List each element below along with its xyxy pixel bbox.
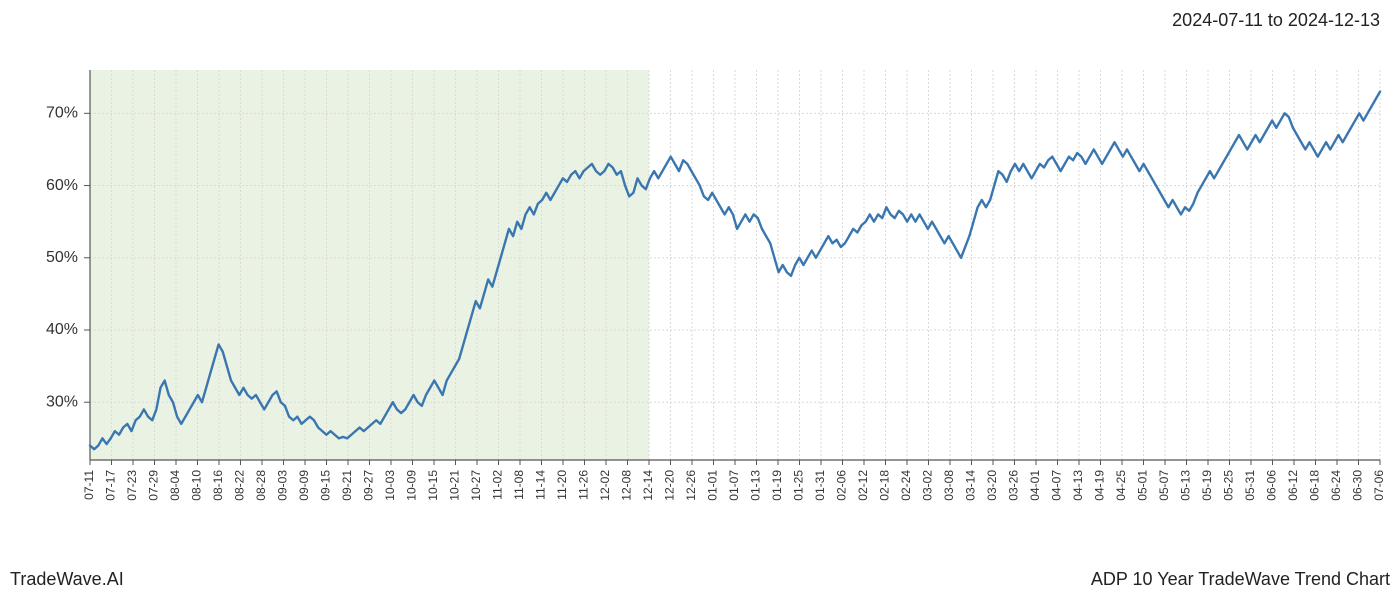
x-tick-label: 09-09 <box>297 470 311 501</box>
x-tick-label: 09-27 <box>362 470 376 501</box>
x-tick-label: 05-07 <box>1157 470 1171 501</box>
x-tick-label: 04-25 <box>1114 470 1128 501</box>
x-tick-label: 06-18 <box>1308 470 1322 501</box>
x-tick-label: 11-26 <box>577 470 591 500</box>
x-tick-label: 10-09 <box>405 470 419 501</box>
x-tick-label: 04-19 <box>1093 470 1107 501</box>
y-tick-label: 50% <box>46 249 78 266</box>
y-tick-label: 40% <box>46 321 78 338</box>
x-tick-label: 10-21 <box>448 470 462 501</box>
x-tick-label: 05-01 <box>1136 470 1150 501</box>
x-tick-label: 07-29 <box>147 470 161 501</box>
date-range-label: 2024-07-11 to 2024-12-13 <box>1172 10 1380 31</box>
x-tick-label: 07-06 <box>1372 470 1386 501</box>
footer-brand: TradeWave.AI <box>10 569 124 590</box>
x-tick-label: 12-20 <box>663 470 677 501</box>
x-tick-label: 03-08 <box>942 470 956 501</box>
x-tick-label: 01-01 <box>706 470 720 501</box>
x-tick-label: 01-25 <box>792 470 806 501</box>
x-tick-label: 10-03 <box>383 470 397 501</box>
x-tick-label: 01-31 <box>813 470 827 501</box>
x-tick-label: 02-18 <box>878 470 892 501</box>
x-tick-label: 12-26 <box>684 470 698 501</box>
x-tick-label: 07-11 <box>82 470 96 500</box>
x-tick-label: 11-20 <box>555 470 569 500</box>
x-tick-label: 11-08 <box>512 470 526 500</box>
y-tick-label: 30% <box>46 393 78 410</box>
y-tick-label: 60% <box>46 177 78 194</box>
x-tick-label: 05-25 <box>1222 470 1236 501</box>
x-tick-label: 10-15 <box>426 470 440 501</box>
chart-svg: 30% 40% 50% 60% 70% 07-11 07-17 07-23 07-29 08-04… <box>0 40 1400 540</box>
x-tick-label: 03-02 <box>921 470 935 501</box>
x-tick-label: 08-22 <box>233 470 247 501</box>
x-tick-label: 08-04 <box>168 470 182 501</box>
x-tick-label: 03-26 <box>1007 470 1021 501</box>
x-tick-label: 01-19 <box>770 470 784 501</box>
x-tick-label: 01-07 <box>727 470 741 501</box>
footer-title: ADP 10 Year TradeWave Trend Chart <box>1091 569 1390 590</box>
x-tick-label: 04-13 <box>1071 470 1085 501</box>
x-tick-label: 07-23 <box>125 470 139 501</box>
x-tick-label: 12-14 <box>641 470 655 501</box>
x-tick-label: 11-14 <box>534 470 548 500</box>
trend-chart: 30% 40% 50% 60% 70% 07-11 07-17 07-23 07-29 08-04… <box>0 40 1400 540</box>
x-tick-label: 05-31 <box>1243 470 1257 501</box>
x-tick-label: 06-06 <box>1265 470 1279 501</box>
x-tick-label: 09-21 <box>340 470 354 501</box>
x-tick-label: 11-02 <box>491 470 505 500</box>
x-tick-label: 10-27 <box>469 470 483 501</box>
x-tick-label: 03-14 <box>964 470 978 501</box>
x-tick-label: 08-10 <box>190 470 204 501</box>
x-tick-label: 06-24 <box>1329 470 1343 501</box>
x-tick-label: 09-03 <box>276 470 290 501</box>
x-tick-label: 05-13 <box>1179 470 1193 501</box>
x-tick-label: 01-13 <box>749 470 763 501</box>
x-tick-label: 05-19 <box>1200 470 1214 501</box>
x-tick-label: 02-06 <box>835 470 849 501</box>
x-tick-label: 03-20 <box>985 470 999 501</box>
x-tick-label: 04-01 <box>1028 470 1042 501</box>
x-tick-label: 12-02 <box>598 470 612 501</box>
x-tick-label: 09-15 <box>319 470 333 501</box>
x-tick-label: 08-16 <box>211 470 225 501</box>
x-tick-label: 04-07 <box>1050 470 1064 501</box>
x-tick-label: 06-30 <box>1351 470 1365 501</box>
x-tick-label: 12-08 <box>620 470 634 501</box>
y-tick-label: 70% <box>46 105 78 122</box>
x-tick-label: 02-12 <box>856 470 870 501</box>
x-tick-label: 08-28 <box>254 470 268 501</box>
x-tick-label: 02-24 <box>899 470 913 501</box>
x-tick-label: 06-12 <box>1286 470 1300 501</box>
x-tick-label: 07-17 <box>104 470 118 501</box>
